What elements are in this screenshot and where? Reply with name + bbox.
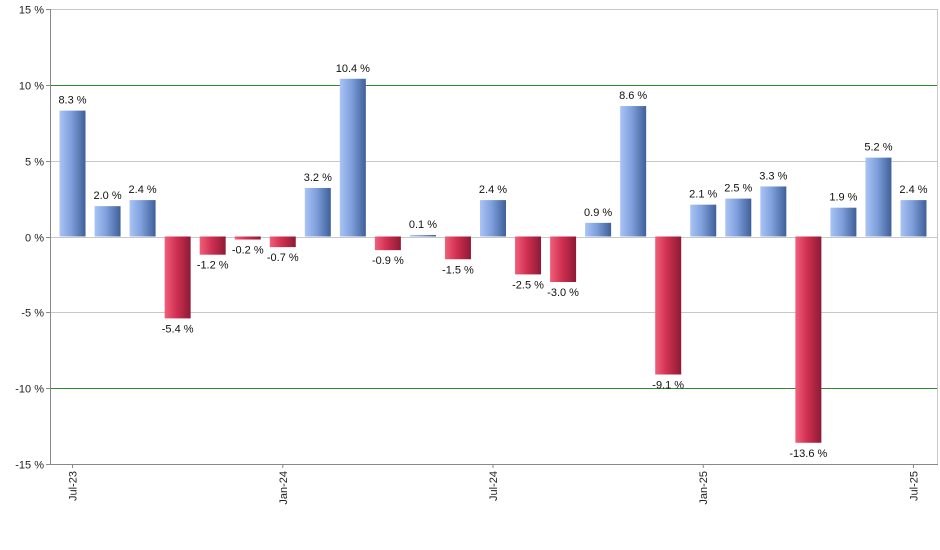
data-label-Jul-23: 8.3 %	[58, 95, 86, 107]
x-tick-label-Jul-25: Jul-25	[908, 471, 920, 501]
bar-Jan-25	[690, 204, 717, 237]
y-tick-label: -5 %	[21, 308, 44, 320]
bar-Oct-24	[585, 222, 612, 237]
x-tick-label-Jul-23: Jul-23	[68, 471, 80, 501]
y-tick-label: -10 %	[15, 384, 44, 396]
bar-Dec-23	[234, 236, 261, 240]
bar-Sep-24	[550, 236, 577, 282]
data-label-Jun-25: 5.2 %	[864, 142, 892, 154]
bar-Aug-24	[515, 236, 542, 275]
y-tick-label: 0 %	[25, 233, 44, 245]
bar-Jul-23	[59, 110, 86, 237]
data-label-Jul-24: 2.4 %	[479, 184, 507, 196]
bar-Aug-23	[94, 206, 121, 237]
y-tick-label: -15 %	[15, 460, 44, 472]
data-label-Sep-24: -3.0 %	[547, 287, 579, 299]
data-label-Sep-23: 2.4 %	[129, 184, 157, 196]
bar-Sep-23	[129, 200, 156, 237]
bar-Oct-23	[164, 236, 191, 319]
bar-May-25	[830, 207, 857, 237]
axes: 15 % 10 % 5 % 0 % -5 % -10 % -15 % Jul-23 Jan-24…	[15, 5, 938, 505]
bar-Mar-24	[339, 78, 366, 237]
data-labels: 8.3 % 2.0 % 2.4 % -5.4 % -1.2 %-0.2 %-0.7 % 3…	[58, 63, 927, 460]
bar-Apr-24	[374, 236, 401, 251]
bar-Jun-24	[444, 236, 471, 260]
x-tick-label-Jan-25: Jan-25	[698, 471, 710, 505]
x-tick-label-Jan-24: Jan-24	[278, 471, 290, 505]
bars	[59, 78, 927, 443]
data-label-Dec-24: -9.1 %	[652, 380, 684, 392]
bar-Feb-25	[725, 198, 752, 237]
x-tick-label-Jul-24: Jul-24	[488, 471, 500, 501]
y-tick-label: 15 %	[19, 5, 44, 17]
bar-Apr-25	[795, 236, 822, 443]
bar-Nov-23	[199, 236, 226, 255]
y-tick-label: 10 %	[19, 81, 44, 93]
data-label-Oct-24: 0.9 %	[584, 207, 612, 219]
bar-Feb-24	[304, 187, 331, 237]
data-label-Jun-24: -1.5 %	[442, 264, 474, 276]
data-label-Nov-23: -1.2 %	[197, 260, 229, 272]
data-label-Dec-23: -0.2 %	[232, 245, 264, 257]
data-label-Feb-25: 2.5 %	[724, 183, 752, 195]
data-label-Aug-24: -2.5 %	[512, 279, 544, 291]
data-label-Mar-25: 3.3 %	[759, 170, 787, 182]
data-label-Jul-25: 2.4 %	[899, 184, 927, 196]
bar-May-24	[409, 234, 436, 237]
bar-Jul-24	[480, 200, 506, 237]
data-label-May-24: 0.1 %	[409, 219, 437, 231]
bar-Jan-24	[269, 236, 296, 248]
bar-Jun-25	[865, 157, 892, 237]
bar-Dec-24	[655, 236, 682, 375]
data-label-Aug-23: 2.0 %	[93, 190, 121, 202]
data-label-Apr-25: -13.6 %	[789, 448, 827, 460]
bar-Mar-25	[760, 186, 787, 237]
data-label-Nov-24: 8.6 %	[619, 90, 647, 102]
data-label-Apr-24: -0.9 %	[372, 255, 404, 267]
data-label-Jan-24: -0.7 %	[267, 252, 299, 264]
data-label-Feb-24: 3.2 %	[304, 172, 332, 184]
data-label-Mar-24: 10.4 %	[336, 63, 370, 75]
data-label-Jan-25: 2.1 %	[689, 189, 717, 201]
bar-Jul-25	[900, 200, 927, 237]
bar-Nov-24	[620, 106, 647, 237]
data-label-May-25: 1.9 %	[829, 192, 857, 204]
data-label-Oct-23: -5.4 %	[162, 323, 194, 335]
y-tick-label: 5 %	[25, 157, 44, 169]
